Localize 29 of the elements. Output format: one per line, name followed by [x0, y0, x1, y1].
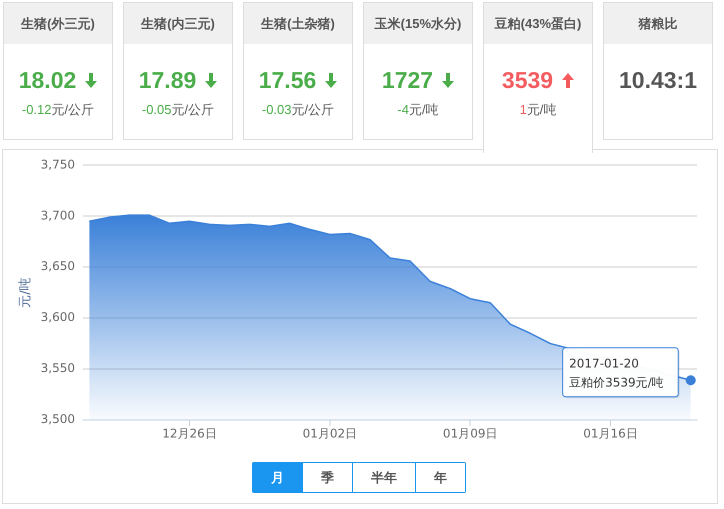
x-tick-label: 01月02日: [302, 426, 358, 440]
category-label: 生猪(外三元): [21, 14, 95, 32]
y-tick-label: 3,600: [40, 310, 75, 324]
category-label: 半年: [371, 468, 397, 486]
x-tick-label: 01月16日: [583, 426, 638, 440]
x-tick-label: 01月09日: [442, 426, 498, 440]
data-label: -0.03元/公斤: [262, 102, 334, 117]
data-label: -0.05元/公斤: [142, 102, 214, 117]
y-tick-label: 3,550: [40, 361, 75, 376]
category-label: 季: [321, 468, 334, 486]
y-tick-label: 3,500: [40, 412, 75, 426]
category-label: 玉米(15%水分): [374, 14, 462, 32]
data-label: 1元/吨: [520, 102, 556, 117]
category-label: 月: [271, 468, 284, 486]
period-button: 月: [253, 463, 302, 492]
category-label: 豆粕(43%蛋白): [494, 14, 582, 32]
period-button: 年: [415, 463, 465, 492]
category-label: 生猪(内三元): [141, 14, 215, 32]
y-tick-label: 3,750: [40, 157, 75, 172]
annotation: 2017-01-20 豆粕价3539元/吨: [569, 356, 664, 390]
category-label: 生猪(土杂猪): [261, 14, 335, 32]
category-label: 猪粮比: [638, 14, 678, 32]
category-label: 年: [434, 468, 447, 486]
x-tick-label: 12月26日: [162, 426, 217, 440]
data-label: -0.12元/公斤: [22, 102, 94, 117]
y-tick-label: 3,650: [40, 259, 75, 274]
y-axis-title: 元/吨: [18, 277, 34, 308]
y-tick-label: 3,700: [40, 208, 75, 222]
data-label: -4元/吨: [397, 102, 439, 117]
